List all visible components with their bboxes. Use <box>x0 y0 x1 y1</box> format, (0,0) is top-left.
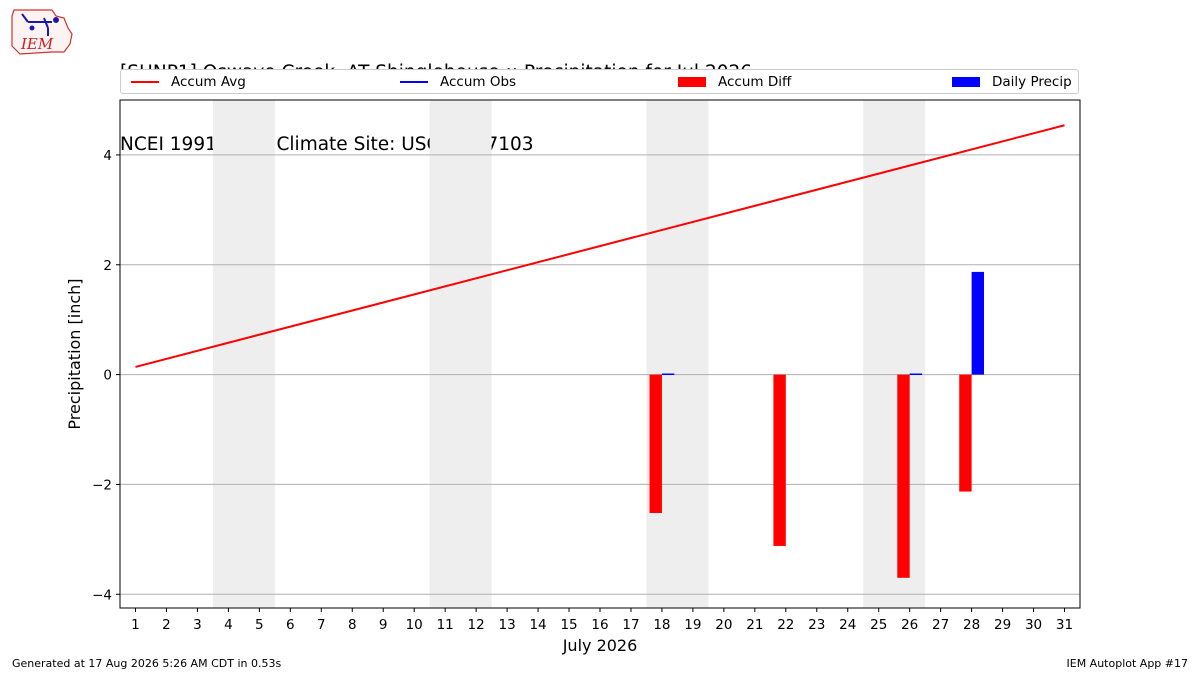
x-tick-label-11: 12 <box>468 617 485 633</box>
x-tick-label-20: 21 <box>746 617 763 633</box>
legend-item-accum-obs: Accum Obs <box>400 73 516 91</box>
x-tick-label-14: 15 <box>560 617 577 633</box>
x-tick-label-1: 2 <box>162 617 171 633</box>
y-tick-label-3: 2 <box>103 258 112 274</box>
iem-logo: IEM <box>11 9 73 55</box>
x-tick-label-19: 20 <box>715 617 732 633</box>
x-tick-label-15: 16 <box>591 617 608 633</box>
legend-swatch-accum-obs <box>400 81 428 83</box>
y-tick-label-1: −2 <box>92 477 112 493</box>
daily-precip-bar-day-26 <box>909 373 923 375</box>
daily-precip-bar-day-28 <box>971 271 984 375</box>
x-tick-label-17: 18 <box>653 617 670 633</box>
footer-app-id: IEM Autoplot App #17 <box>1066 657 1189 670</box>
x-tick-label-2: 3 <box>193 617 202 633</box>
x-tick-label-28: 29 <box>994 617 1011 633</box>
legend-label-accum-obs: Accum Obs <box>440 74 517 90</box>
weekend-shade-4-5 <box>212 100 275 608</box>
lines <box>135 124 1065 368</box>
y-axis-title: Precipitation [inch] <box>65 278 84 429</box>
x-tick-label-24: 25 <box>870 617 887 633</box>
legend-label-daily-precip: Daily Precip <box>992 74 1072 90</box>
x-tick-label-23: 24 <box>839 617 856 633</box>
x-tick-label-5: 6 <box>286 617 295 633</box>
x-tick-label-8: 9 <box>379 617 388 633</box>
legend-swatch-daily-precip <box>952 77 980 87</box>
x-tick-label-18: 19 <box>684 617 701 633</box>
accum-diff-bar-day-22 <box>773 374 786 546</box>
x-tick-label-21: 22 <box>777 617 794 633</box>
legend-swatch-accum-avg <box>131 81 159 83</box>
legend-label-accum-avg: Accum Avg <box>171 74 246 90</box>
chart-legend: Accum Avg Accum Obs Accum Diff Daily Pre… <box>120 69 1079 94</box>
accum-diff-bar-day-18 <box>649 374 662 513</box>
weekend-shade-18-19 <box>646 100 709 608</box>
x-tick-label-12: 13 <box>499 617 516 633</box>
x-tick-label-29: 30 <box>1025 617 1042 633</box>
bars <box>649 271 984 578</box>
x-tick-label-6: 7 <box>317 617 326 633</box>
legend-item-accum-avg: Accum Avg <box>131 73 246 91</box>
x-tick-label-26: 27 <box>932 617 949 633</box>
x-tick-label-22: 23 <box>808 617 825 633</box>
legend-label-accum-diff: Accum Diff <box>718 74 792 90</box>
x-tick-label-9: 10 <box>406 617 423 633</box>
x-axis-title: July 2026 <box>562 636 638 655</box>
y-tick-label-0: −4 <box>92 587 112 603</box>
x-tick-label-10: 11 <box>437 617 454 633</box>
legend-item-daily-precip: Daily Precip <box>952 73 1072 91</box>
weekend-shade-11-12 <box>429 100 492 608</box>
x-tick-label-25: 26 <box>901 617 918 633</box>
iem-logo-text: IEM <box>20 35 54 53</box>
x-tick-label-7: 8 <box>348 617 357 633</box>
daily-precip-bar-day-18 <box>661 373 675 375</box>
legend-swatch-accum-diff <box>678 77 706 87</box>
x-tick-label-13: 14 <box>529 617 546 633</box>
accum-diff-bar-day-26 <box>897 374 910 578</box>
x-tick-label-27: 28 <box>963 617 980 633</box>
x-tick-label-4: 5 <box>255 617 264 633</box>
x-tick-label-16: 17 <box>622 617 639 633</box>
y-tick-label-4: 4 <box>103 148 112 164</box>
weekend-shading <box>212 100 926 608</box>
accum-avg-line <box>135 124 1065 368</box>
legend-item-accum-diff: Accum Diff <box>678 73 791 91</box>
x-tick-label-3: 4 <box>224 617 233 633</box>
footer-generated: Generated at 17 Aug 2026 5:26 AM CDT in … <box>12 657 282 670</box>
x-tick-label-0: 1 <box>131 617 140 633</box>
accum-diff-bar-day-28 <box>959 374 972 492</box>
y-tick-label-2: 0 <box>103 368 112 384</box>
x-tick-label-30: 31 <box>1056 617 1073 633</box>
weekend-shade-25-26 <box>863 100 926 608</box>
